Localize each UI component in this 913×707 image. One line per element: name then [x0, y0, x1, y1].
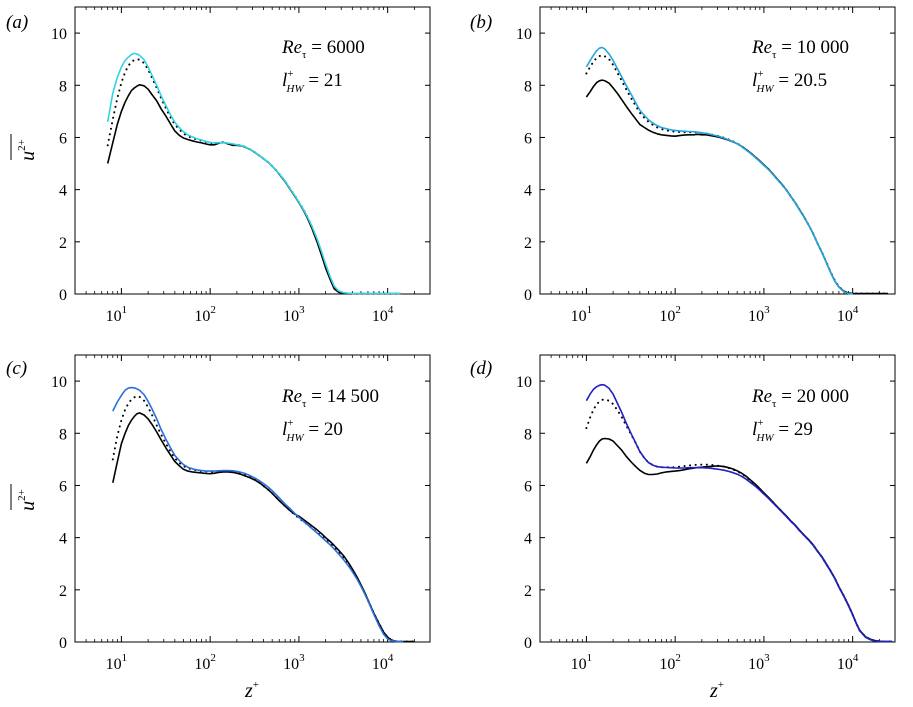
y-tick-label: 0: [59, 635, 67, 652]
reynolds-annotation: Reτ = 14 500: [281, 386, 379, 410]
y-tick-label: 8: [59, 78, 67, 95]
x-tick-label: 104: [837, 652, 859, 673]
panel-label: (b): [470, 12, 492, 33]
y-tick-label: 10: [51, 26, 67, 43]
x-tick-label: 102: [659, 304, 681, 325]
reynolds-annotation: Reτ = 6000: [281, 37, 365, 61]
y-tick-label: 6: [59, 130, 67, 147]
y-tick-label: 10: [516, 374, 532, 391]
y-tick-label: 4: [524, 531, 532, 548]
panel-label: (c): [6, 358, 27, 379]
x-tick-label: 101: [106, 652, 128, 673]
series-line-solid-2: [106, 52, 401, 295]
y-tick-label: 8: [524, 78, 532, 95]
probe-length-annotation: l+ HW = 20: [282, 417, 343, 444]
y-tick-label: 2: [524, 235, 532, 252]
y-tick-label: 6: [524, 130, 532, 147]
y-tick-label: 6: [59, 478, 67, 495]
y-axis-label-1: u2+: [10, 484, 39, 511]
probe-length-annotation: l+ HW = 29: [752, 417, 813, 444]
series-line-dotted-1: [111, 395, 416, 643]
x-tick-label: 103: [283, 304, 305, 325]
x-axis-label-1: z+: [709, 679, 724, 702]
chart-panel-d: 0 2 4 6 8 10 101 102 103 104 (d) Reτ = 20 000 l+ HW =…: [470, 354, 896, 673]
chart-panel-c: 0 2 4 6 8 10 101 102 103 104 (c) Reτ = 14 500 l+ HW =…: [6, 354, 431, 673]
series-line-solid-2: [585, 383, 893, 643]
y-tick-label: 4: [524, 183, 532, 200]
x-tick-label: 104: [372, 304, 394, 325]
y-tick-label: 4: [59, 183, 67, 200]
x-tick-label: 102: [659, 652, 681, 673]
x-tick-label: 102: [194, 304, 216, 325]
chart-panel-a: 0 2 4 6 8 10 101 102 103 104 (a) Reτ = 6000 l+ HW = 2…: [6, 6, 431, 325]
panel-label: (a): [6, 12, 28, 33]
series-line-solid-0: [112, 412, 415, 643]
y-tick-label: 0: [524, 287, 532, 304]
y-tick-label: 10: [516, 26, 532, 43]
svg-text:u2+: u2+: [16, 489, 39, 511]
series-line-solid-0: [106, 84, 401, 295]
reynolds-annotation: Reτ = 20 000: [751, 386, 849, 410]
x-tick-label: 102: [194, 652, 216, 673]
y-tick-label: 0: [59, 287, 67, 304]
x-axis-label-0: z+: [244, 679, 259, 702]
y-tick-label: 2: [59, 583, 67, 600]
y-tick-label: 0: [524, 635, 532, 652]
x-tick-label: 101: [571, 652, 593, 673]
y-tick-label: 10: [51, 374, 67, 391]
panel-label: (d): [470, 358, 492, 379]
chart-panel-b: 0 2 4 6 8 10 101 102 103 104 (b) Reτ = 10 000 l+ HW =…: [470, 6, 896, 325]
reynolds-annotation: Reτ = 10 000: [751, 37, 849, 61]
y-tick-label: 8: [59, 426, 67, 443]
y-tick-label: 6: [524, 478, 532, 495]
x-tick-label: 103: [748, 304, 770, 325]
x-tick-label: 103: [748, 652, 770, 673]
x-tick-label: 101: [571, 304, 593, 325]
y-axis-label-0: u2+: [10, 134, 39, 161]
svg-text:u2+: u2+: [16, 139, 39, 161]
x-tick-label: 104: [372, 652, 394, 673]
y-tick-label: 2: [524, 583, 532, 600]
series-line-solid-2: [112, 386, 404, 643]
y-tick-label: 2: [59, 235, 67, 252]
series-line-solid-2: [585, 46, 853, 295]
series-line-solid-0: [585, 79, 888, 295]
series-line-dotted-1: [585, 54, 889, 295]
x-tick-label: 101: [106, 304, 128, 325]
series-line-solid-0: [585, 437, 893, 643]
probe-length-annotation: l+ HW = 20.5: [752, 68, 827, 95]
y-tick-label: 8: [524, 426, 532, 443]
probe-length-annotation: l+ HW = 21: [282, 68, 343, 95]
y-tick-label: 4: [59, 531, 67, 548]
x-tick-label: 104: [837, 304, 859, 325]
x-tick-label: 103: [283, 652, 305, 673]
